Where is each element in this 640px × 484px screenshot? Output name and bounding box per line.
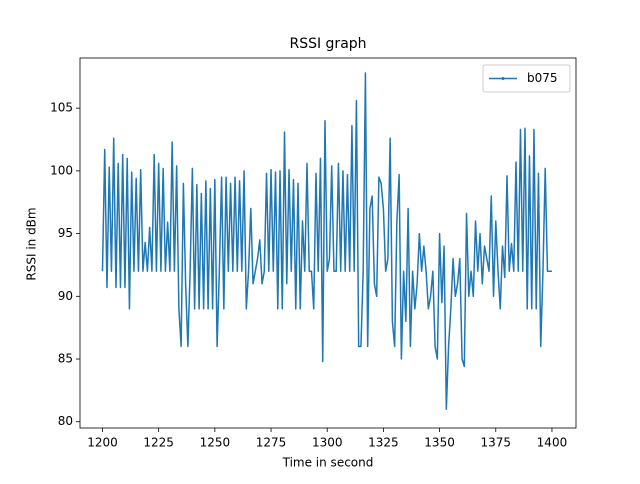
- legend-box: [482, 64, 571, 93]
- legend-label: b075: [527, 71, 558, 85]
- chart-title: RSSI graph: [289, 36, 366, 52]
- x-tick-label: 1300: [312, 436, 343, 450]
- plot-frame: [79, 57, 577, 429]
- x-tick-label: 1225: [143, 436, 174, 450]
- x-axis-label: Time in second: [282, 456, 374, 470]
- y-axis-label: RSSI in dBm: [25, 207, 39, 280]
- x-tick-label: 1350: [424, 436, 455, 450]
- y-tick-label: 80: [58, 414, 73, 428]
- x-tick-label: 1275: [256, 436, 287, 450]
- legend-marker: [501, 77, 505, 80]
- x-tick-label: 1375: [480, 436, 511, 450]
- y-tick-label: 105: [50, 101, 73, 115]
- x-tick-label: 1325: [368, 436, 399, 450]
- y-tick-label: 90: [58, 289, 73, 303]
- x-tick-label: 1400: [537, 436, 568, 450]
- x-tick-label: 1200: [87, 436, 118, 450]
- data-line: [101, 72, 552, 410]
- y-tick-label: 85: [58, 352, 73, 366]
- y-tick-label: 95: [58, 226, 73, 240]
- y-tick-label: 100: [50, 163, 73, 177]
- x-tick-label: 1250: [200, 436, 231, 450]
